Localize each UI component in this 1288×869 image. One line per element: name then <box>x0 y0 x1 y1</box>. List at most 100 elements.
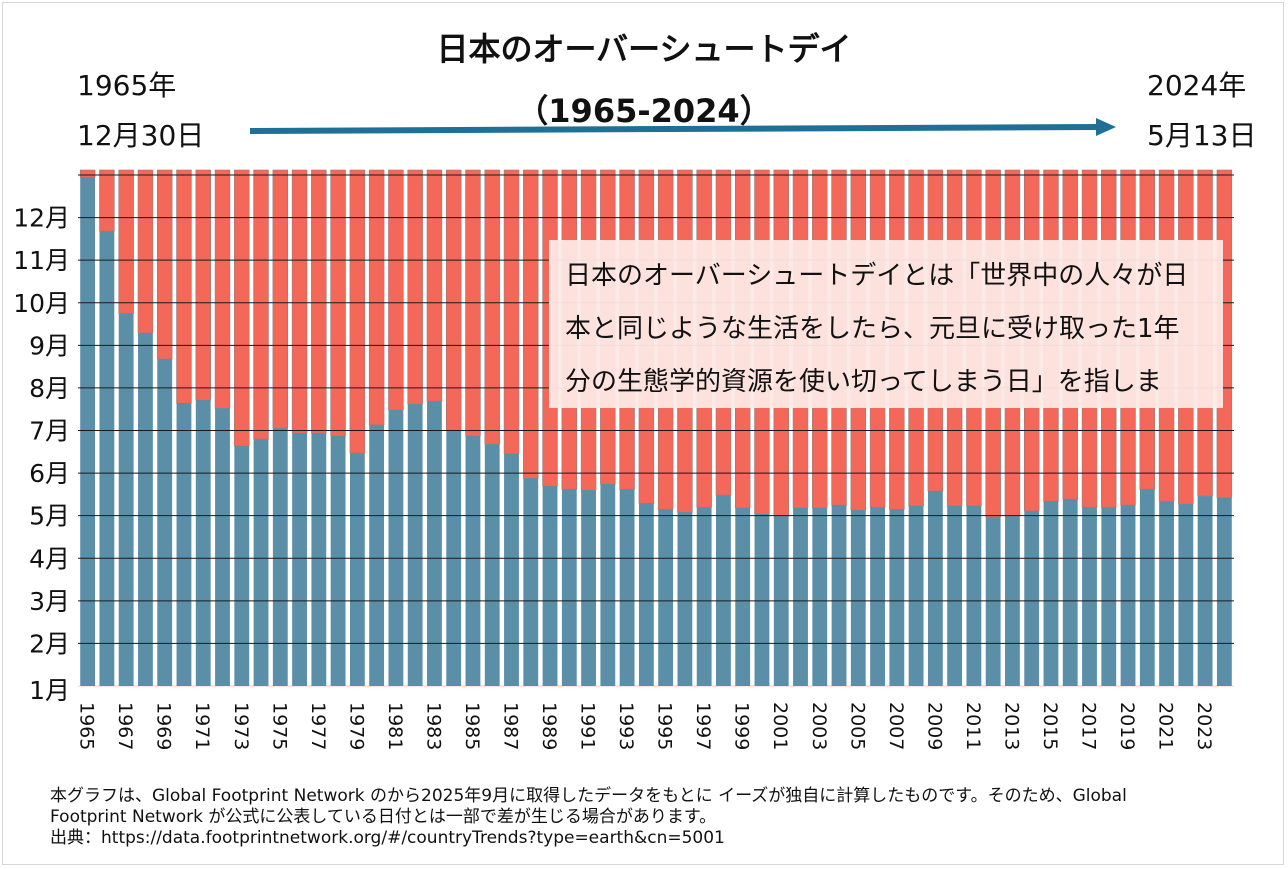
y-tick-label: 11月 <box>13 246 70 275</box>
bar-overshoot <box>735 508 751 686</box>
bar-overshoot <box>889 509 905 686</box>
x-tick-label: 1985 <box>461 702 483 750</box>
bar-overshoot <box>504 453 519 686</box>
bar-remaining <box>214 169 231 409</box>
bar-remaining <box>523 169 539 479</box>
x-tick-label: 1971 <box>191 702 213 750</box>
x-tick-label: 2019 <box>1116 702 1138 750</box>
x-tick-label: 1997 <box>692 702 714 750</box>
bar-overshoot <box>388 410 404 686</box>
x-tick-label: 2001 <box>769 702 791 750</box>
start-date-label: 12月30日 <box>77 119 205 152</box>
bar-overshoot <box>1178 504 1194 686</box>
bar-overshoot <box>234 446 250 686</box>
bar-overshoot <box>465 436 481 686</box>
bar-overshoot <box>292 433 307 686</box>
bar-overshoot <box>1101 507 1117 686</box>
chart-title: 日本のオーバーシュートデイ <box>436 30 852 68</box>
bar-overshoot <box>1024 510 1040 686</box>
bar-remaining <box>291 169 308 434</box>
end-year-label: 2024年 <box>1147 69 1247 102</box>
bar-overshoot <box>561 489 577 686</box>
bar-overshoot <box>696 507 712 686</box>
y-tick-label: 5月 <box>29 502 70 531</box>
bar-overshoot <box>157 358 173 686</box>
bar-overshoot <box>850 510 866 686</box>
bar-overshoot <box>793 508 808 686</box>
bar-overshoot <box>754 513 770 686</box>
x-tick-label: 1983 <box>422 702 444 750</box>
bar-remaining <box>311 169 327 434</box>
annotation-line: 分の生態学的資源を使い切ってしまう日」を指しま <box>565 367 1162 397</box>
bar-overshoot <box>947 505 963 686</box>
bar-overshoot <box>1082 507 1097 686</box>
bar-overshoot <box>1139 489 1155 686</box>
bar-remaining <box>195 169 211 401</box>
bar-overshoot <box>870 507 885 686</box>
bar-overshoot <box>215 408 230 686</box>
y-tick-label: 6月 <box>29 459 70 488</box>
bar-overshoot <box>369 424 385 686</box>
bar-overshoot <box>349 453 365 686</box>
bar-overshoot <box>581 490 596 686</box>
x-tick-label: 2007 <box>885 702 907 750</box>
bar-overshoot <box>118 313 134 686</box>
bar-overshoot <box>99 231 115 686</box>
x-tick-label: 1967 <box>114 702 136 750</box>
bar-remaining <box>368 169 385 426</box>
bar-overshoot <box>677 512 693 686</box>
x-tick-label: 1979 <box>345 702 367 750</box>
x-tick-label: 1989 <box>538 702 560 750</box>
x-tick-label: 2013 <box>1000 702 1022 750</box>
bar-remaining <box>388 169 404 411</box>
annotation-line: 日本のオーバーシュートデイとは「世界中の人々が日 <box>565 261 1189 291</box>
bar-overshoot <box>427 401 442 686</box>
x-tick-label: 1981 <box>384 702 406 750</box>
bar-overshoot <box>1043 501 1059 686</box>
bar-remaining <box>503 169 520 455</box>
bar-overshoot <box>812 508 828 686</box>
y-tick-label: 7月 <box>29 417 70 446</box>
bar-remaining <box>156 169 173 360</box>
bar-overshoot <box>1197 496 1213 686</box>
footer-line: 出典：https://data.footprintnetwork.org/#/c… <box>50 828 725 848</box>
trend-arrow <box>249 124 1099 134</box>
y-tick-label: 8月 <box>29 374 70 403</box>
y-tick-label: 4月 <box>29 544 70 573</box>
bar-overshoot <box>600 484 616 686</box>
y-tick-label: 3月 <box>29 587 70 616</box>
bar-overshoot <box>484 444 500 686</box>
y-tick-label: 1月 <box>29 676 70 705</box>
arrow-head-icon <box>1096 118 1116 136</box>
x-tick-label: 1995 <box>654 702 676 750</box>
x-tick-label: 2017 <box>1078 702 1100 750</box>
y-tick-label: 9月 <box>29 331 70 360</box>
footer-line: Footprint Network が公式に公表している日付とは一部で差が生じる… <box>50 807 717 827</box>
bar-overshoot <box>138 332 153 686</box>
bar-overshoot <box>253 439 269 686</box>
x-tick-label: 2009 <box>923 702 945 750</box>
y-tick-label: 12月 <box>13 204 70 233</box>
bar-remaining <box>407 169 423 405</box>
x-tick-label: 1993 <box>615 702 637 750</box>
bar-overshoot <box>523 478 539 686</box>
bar-remaining <box>234 169 250 447</box>
bar-overshoot <box>1062 499 1078 686</box>
end-date-label: 5月13日 <box>1147 119 1257 152</box>
x-tick-label: 1973 <box>230 702 252 750</box>
bar-overshoot <box>619 489 635 686</box>
bar-remaining <box>272 169 289 429</box>
footer-line: 本グラフは、Global Footprint Network のから2025年9… <box>50 786 1127 806</box>
bar-remaining <box>99 169 115 232</box>
bar-overshoot <box>272 428 288 686</box>
x-tick-label: 1969 <box>153 702 175 750</box>
bar-overshoot <box>1120 505 1136 686</box>
annotation-line: 本と同じような生活をしたら、元旦に受け取った1年 <box>565 314 1180 344</box>
bar-overshoot <box>407 404 423 686</box>
bar-remaining <box>349 169 366 454</box>
bar-overshoot <box>966 505 982 686</box>
bar-overshoot <box>1216 497 1232 686</box>
bar-overshoot <box>985 516 1001 686</box>
bar-remaining <box>426 169 443 402</box>
